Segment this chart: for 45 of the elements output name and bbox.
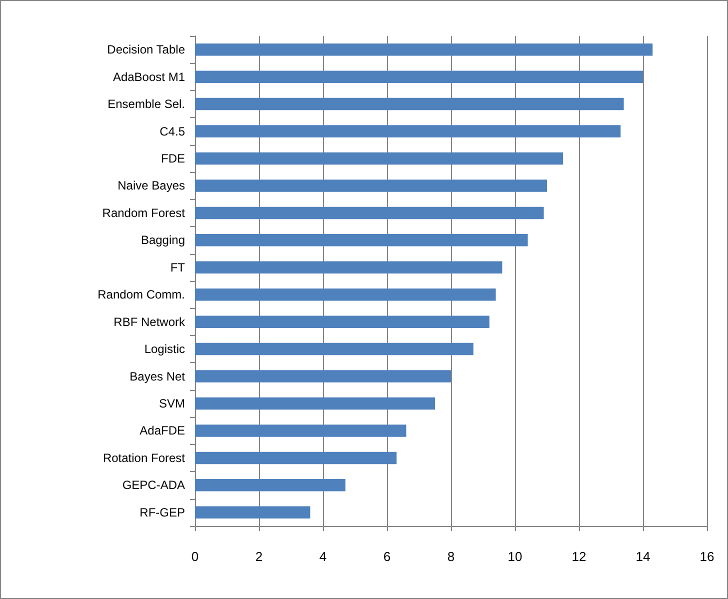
y-tick-label: RBF Network <box>114 314 186 329</box>
y-tick-label: Bayes Net <box>130 369 186 384</box>
y-tick-label: AdaBoost M1 <box>112 70 186 84</box>
bar <box>195 424 406 437</box>
y-tick-label: Ensemble Sel. <box>108 97 185 112</box>
y-tick-label: C4.5 <box>160 124 186 138</box>
y-tick-label: Logistic <box>144 342 185 356</box>
y-tick-label: FT <box>170 260 186 274</box>
x-tick-label: 16 <box>700 549 714 564</box>
bar <box>195 180 547 192</box>
y-tick-label: Rotation Forest <box>102 450 186 465</box>
bar <box>195 452 397 464</box>
x-tick-label: 8 <box>447 549 455 564</box>
y-tick-label: AdaFDE <box>140 424 185 438</box>
bar <box>195 261 502 274</box>
bar <box>195 98 624 110</box>
x-tick-label: 14 <box>636 549 650 564</box>
y-tick-label: RF-GEP <box>140 505 185 520</box>
bar <box>195 370 451 382</box>
bar <box>195 342 474 356</box>
bar <box>195 316 490 328</box>
bar <box>195 43 653 56</box>
bar <box>195 70 643 83</box>
x-tick-label: 12 <box>572 549 586 564</box>
x-tick-label: 2 <box>255 549 263 564</box>
y-tick-label: FDE <box>161 152 185 166</box>
x-tick-label: 6 <box>383 549 391 564</box>
y-tick-label: SVM <box>158 396 185 410</box>
y-tick-label: Random Comm. <box>98 288 185 302</box>
bar <box>195 152 563 165</box>
bar <box>195 506 310 519</box>
y-tick-label: Decision Table <box>107 42 186 57</box>
bar <box>195 125 621 138</box>
x-tick-label: 10 <box>508 549 522 564</box>
bar <box>195 288 496 301</box>
bar <box>195 234 528 246</box>
x-tick-label: 0 <box>191 549 199 564</box>
bar <box>195 479 346 492</box>
bar <box>195 206 544 220</box>
y-tick-label: Random Forest <box>102 206 186 220</box>
y-tick-label: Naive Bayes <box>118 178 185 193</box>
y-tick-label: GEPC-ADA <box>122 478 185 492</box>
y-tick-label: Bagging <box>140 233 185 248</box>
x-tick-label: 4 <box>319 549 327 564</box>
bar <box>195 397 435 410</box>
